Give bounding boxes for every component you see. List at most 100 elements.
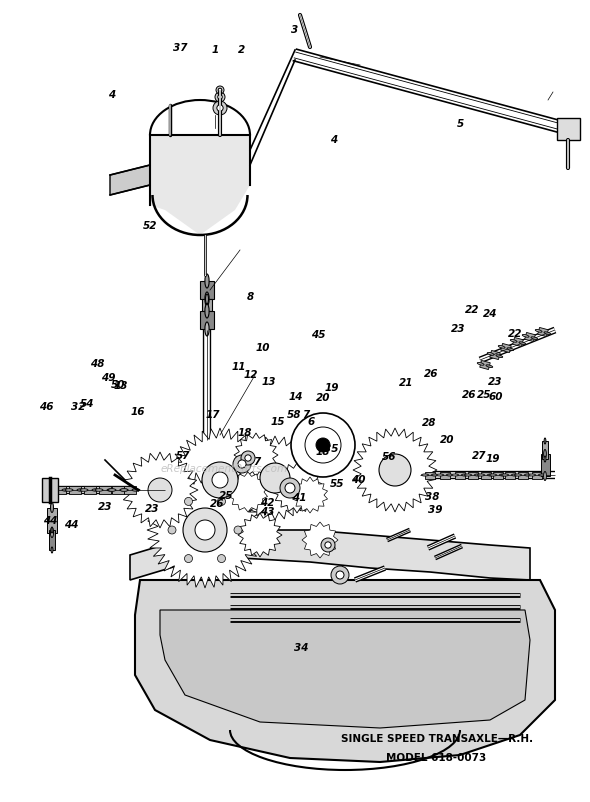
Ellipse shape [205,304,209,318]
Ellipse shape [474,474,481,476]
Text: 18: 18 [316,447,330,456]
Polygon shape [293,477,327,513]
Polygon shape [238,513,282,557]
Text: 43: 43 [260,508,274,517]
Ellipse shape [499,346,505,348]
Text: 26: 26 [462,391,476,400]
Text: 4: 4 [109,90,116,99]
Circle shape [168,526,176,534]
Ellipse shape [108,488,116,491]
Text: 26: 26 [210,500,224,509]
Text: 6: 6 [308,417,315,427]
Ellipse shape [95,488,103,491]
Ellipse shape [447,474,454,476]
Ellipse shape [544,332,550,334]
Text: 2: 2 [238,45,245,55]
Polygon shape [518,472,528,479]
Polygon shape [353,428,437,512]
Polygon shape [537,327,548,337]
Text: 8: 8 [247,292,254,302]
Polygon shape [532,472,542,479]
Text: 21: 21 [399,378,413,387]
Polygon shape [69,486,81,494]
Ellipse shape [477,474,484,476]
Polygon shape [273,463,322,513]
Ellipse shape [107,488,115,491]
Circle shape [305,427,341,463]
Text: 32: 32 [71,403,86,412]
Circle shape [336,571,344,579]
Ellipse shape [543,472,546,480]
Ellipse shape [65,488,73,491]
Ellipse shape [51,528,54,537]
Ellipse shape [451,474,458,476]
Text: 45: 45 [312,330,326,340]
Circle shape [195,520,215,540]
Polygon shape [440,472,450,479]
Ellipse shape [496,354,503,358]
Polygon shape [302,522,338,558]
Text: 22: 22 [465,305,479,314]
Ellipse shape [477,363,484,365]
Polygon shape [490,350,500,359]
Circle shape [321,538,335,552]
Text: 7: 7 [302,411,309,420]
Text: 60: 60 [489,392,503,402]
Circle shape [241,451,255,465]
Circle shape [148,478,172,502]
Text: 14: 14 [289,392,303,402]
Polygon shape [49,530,55,550]
Circle shape [218,497,225,505]
Polygon shape [425,472,435,479]
Polygon shape [505,472,515,479]
Ellipse shape [487,474,494,476]
Polygon shape [202,299,212,311]
Text: 23: 23 [451,324,466,334]
Ellipse shape [132,488,140,491]
Text: 24: 24 [483,310,497,319]
Ellipse shape [535,330,542,332]
Polygon shape [525,333,535,342]
Circle shape [217,105,223,111]
Ellipse shape [544,456,546,462]
Circle shape [325,542,331,548]
Text: 34: 34 [294,643,308,653]
Text: 39: 39 [428,505,442,515]
Ellipse shape [529,474,536,476]
Ellipse shape [205,292,209,306]
Ellipse shape [205,306,208,316]
Ellipse shape [120,488,128,491]
Circle shape [218,554,225,562]
Text: 4: 4 [330,136,337,145]
Text: 28: 28 [422,419,437,428]
Text: 57: 57 [176,451,190,460]
Polygon shape [200,311,214,329]
Ellipse shape [437,474,444,476]
Polygon shape [147,472,263,588]
Text: 15: 15 [270,417,284,427]
Ellipse shape [80,488,88,491]
Ellipse shape [92,488,100,491]
Text: 13: 13 [114,381,128,391]
Polygon shape [130,530,530,580]
Circle shape [213,101,227,115]
Text: 25: 25 [219,492,233,501]
Polygon shape [540,454,549,476]
Text: 16: 16 [130,407,145,417]
Polygon shape [228,472,267,512]
Circle shape [331,566,349,584]
Polygon shape [54,486,66,494]
Circle shape [245,455,251,461]
Text: 13: 13 [261,377,276,387]
Text: 7: 7 [253,457,260,467]
Text: 26: 26 [424,369,438,379]
Text: 5: 5 [457,119,464,128]
Text: eReplacementParts.com: eReplacementParts.com [160,464,288,474]
Polygon shape [480,360,490,370]
Polygon shape [493,472,503,479]
Text: 1: 1 [212,45,219,55]
Polygon shape [234,433,278,477]
Text: 48: 48 [90,359,104,369]
Text: 3: 3 [291,25,299,34]
Text: 12: 12 [244,370,258,379]
